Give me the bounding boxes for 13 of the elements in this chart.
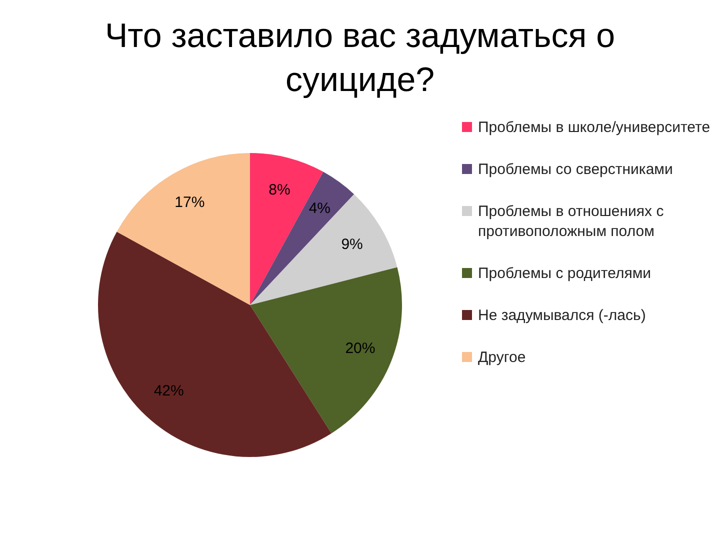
- data-label: 17%: [174, 194, 205, 212]
- data-label: 9%: [341, 236, 363, 253]
- legend-label: Проблемы с родителями: [478, 264, 652, 284]
- data-label: 4%: [308, 200, 331, 218]
- legend-label: Проблемы в школе/университете: [478, 118, 710, 138]
- legend-label: Проблемы со сверстниками: [478, 160, 673, 180]
- data-label: 42%: [154, 382, 184, 400]
- chart-title: Что заставило вас задуматься о суициде?: [104, 16, 616, 101]
- legend-label: Другое: [478, 348, 526, 368]
- data-label: 20%: [345, 340, 376, 357]
- legend-label: Не задумывался (-лась): [478, 306, 646, 326]
- data-label: 8%: [268, 181, 290, 198]
- legend-label: Проблемы в отношениях с противоположным полом: [478, 202, 665, 242]
